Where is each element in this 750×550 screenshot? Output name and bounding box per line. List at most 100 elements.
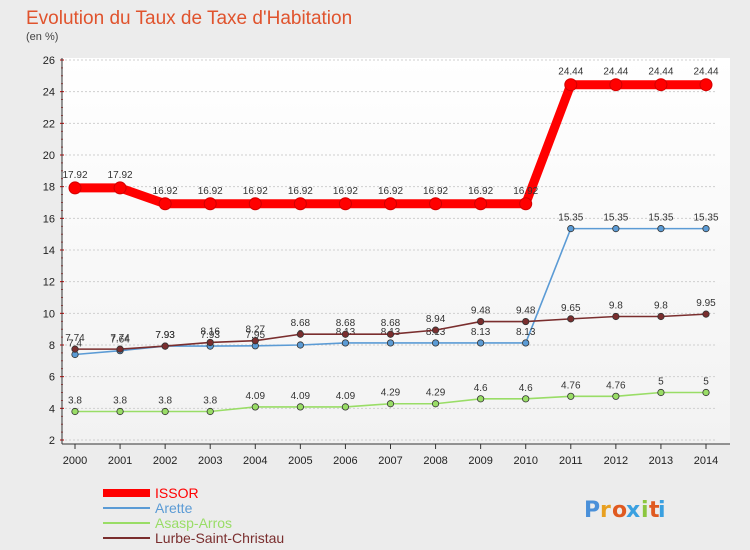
x-tick-label: 2005: [288, 455, 312, 467]
data-point: [384, 197, 397, 211]
data-label: 8.13: [516, 327, 536, 338]
data-point: [612, 312, 620, 321]
data-point: [657, 225, 665, 233]
data-point: [71, 407, 79, 416]
data-label: 16.92: [243, 186, 268, 197]
data-point: [567, 315, 575, 323]
data-point: [203, 197, 217, 211]
data-point: [206, 407, 214, 416]
data-label: 7.4: [68, 339, 82, 350]
x-tick-label: 2011: [559, 455, 583, 467]
data-label: 4.6: [474, 383, 488, 394]
data-label: 7.93: [200, 330, 220, 341]
x-tick-label: 2004: [243, 455, 267, 467]
logo-letter: o: [612, 498, 627, 523]
data-point: [474, 197, 488, 211]
data-point: [522, 339, 530, 347]
data-point: [116, 345, 124, 353]
y-tick-label: 8: [49, 340, 55, 352]
legend-label: ISSOR: [155, 485, 199, 501]
data-label: 9.8: [654, 301, 668, 312]
data-point: [522, 395, 530, 403]
data-label: 15.35: [558, 213, 583, 224]
data-point: [699, 78, 713, 92]
data-point: [206, 338, 214, 347]
x-tick-label: 2014: [694, 455, 718, 467]
data-point: [519, 197, 533, 211]
data-label: 9.65: [561, 303, 581, 314]
x-tick-label: 2003: [198, 455, 222, 467]
legend: ISSORAretteAsasp-ArrosLurbe-Saint-Christ…: [103, 485, 284, 546]
series-asasp-arros: 3.8 3.8 3.8 3.8 4.09 4.09 4.09 4.29 4.29 4.6 4.6 4.…: [68, 377, 710, 416]
data-point: [341, 403, 350, 411]
data-label: 7.95: [246, 330, 266, 341]
data-point: [71, 345, 79, 353]
data-label: 8.68: [291, 318, 311, 329]
data-label: 7.93: [155, 330, 175, 341]
x-tick-label: 2008: [423, 455, 447, 467]
data-label: 4.76: [561, 380, 581, 391]
logo-letter: P: [584, 498, 600, 523]
data-point: [161, 342, 169, 350]
data-label: 8.13: [471, 327, 491, 338]
data-label: 7.74: [110, 333, 130, 344]
x-tick-label: 2010: [513, 455, 537, 467]
data-point: [431, 339, 440, 347]
x-tick-label: 2012: [604, 455, 628, 467]
data-label: 15.35: [648, 213, 673, 224]
data-label: 3.8: [68, 396, 82, 407]
data-point: [612, 225, 620, 233]
data-point: [567, 392, 575, 400]
data-label: 16.92: [423, 186, 448, 197]
chart-subtitle: (en %): [26, 31, 58, 43]
data-point: [609, 78, 623, 92]
logo-letter: r: [600, 498, 611, 523]
data-point: [161, 407, 169, 416]
data-label: 9.48: [471, 306, 491, 317]
y-tick-label: 2: [49, 435, 55, 447]
data-label: 17.92: [108, 170, 133, 181]
x-tick-label: 2001: [108, 455, 132, 467]
data-point: [296, 403, 304, 411]
data-label: 15.35: [693, 213, 718, 224]
y-tick-label: 6: [49, 372, 55, 384]
data-label: 4.09: [336, 391, 356, 402]
x-tick-label: 2006: [333, 455, 357, 467]
logo-letter: x: [626, 498, 640, 523]
data-point: [477, 317, 485, 326]
y-tick-label: 4: [49, 403, 55, 415]
series-arette: 7.47.647.937.937.9588.138.138.138.138.13…: [68, 213, 719, 359]
data-label: 9.8: [609, 301, 623, 312]
data-label: 9.48: [516, 306, 536, 317]
data-point: [386, 339, 395, 347]
data-point: [341, 330, 350, 338]
data-label: 24.44: [693, 67, 718, 78]
data-label: 4.09: [291, 391, 311, 402]
series-layer: 3.8 3.8 3.8 3.8 4.09 4.09 4.09 4.29 4.29 4.6 4.6 4.…: [62, 67, 719, 416]
y-tick-label: 20: [43, 150, 55, 162]
y-tick-label: 22: [43, 118, 55, 130]
legend-label: Lurbe-Saint-Christau: [155, 530, 284, 546]
data-point: [477, 395, 485, 403]
data-label: 16.92: [198, 186, 223, 197]
data-point: [431, 326, 440, 334]
data-label: 3.8: [203, 396, 217, 407]
data-point: [522, 317, 530, 326]
data-label: 7.64: [110, 335, 130, 346]
data-label: 16.92: [288, 186, 313, 197]
data-point: [702, 225, 710, 233]
data-point: [116, 407, 124, 416]
legend-label: Arette: [155, 500, 193, 516]
data-label: 4.6: [519, 383, 533, 394]
data-point: [702, 388, 710, 397]
series-issor: 17.92 17.92 16.92 16.92 16.92 16.92 16.92 16.92…: [62, 67, 719, 211]
y-tick-label: 18: [43, 182, 55, 194]
data-label: 16.92: [468, 186, 493, 197]
y-tick-label: 12: [43, 277, 55, 289]
data-point: [338, 197, 352, 211]
data-point: [567, 225, 575, 233]
data-point: [702, 310, 710, 318]
